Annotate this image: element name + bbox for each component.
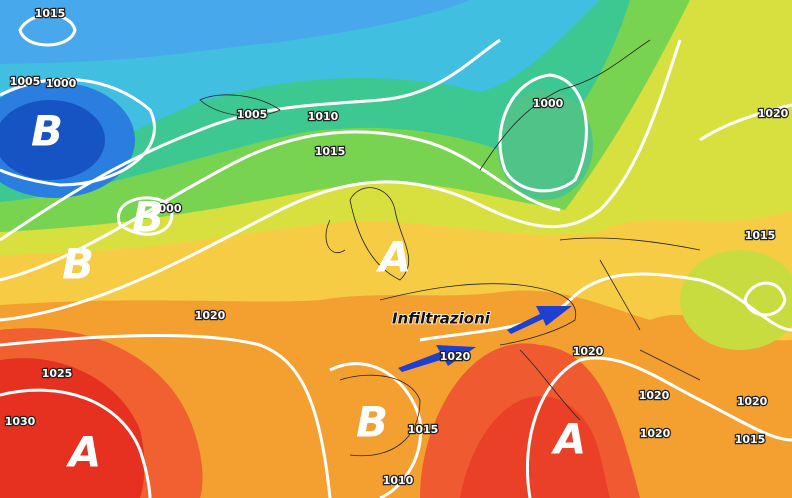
isobar-label: 1015 <box>745 229 776 242</box>
isobar-label: 1005 <box>10 75 41 88</box>
isobar-label: 1020 <box>440 350 471 363</box>
isobar-label: 1015 <box>35 7 66 20</box>
isobar-label: 1025 <box>42 367 73 380</box>
high-pressure-center: A <box>66 428 102 477</box>
low-pressure-center: B <box>132 193 164 242</box>
isobar-label: 1000 <box>46 77 77 90</box>
isobar-label: 1015 <box>315 145 346 158</box>
isobar-label: 1005 <box>237 108 268 121</box>
annotation: Infiltrazioni <box>392 310 491 328</box>
low-pressure-center: B <box>356 398 388 447</box>
isobar-label: 1030 <box>5 415 36 428</box>
isobar-label: 1015 <box>735 433 766 446</box>
low-pressure-center: B <box>31 107 63 156</box>
isobars <box>0 13 792 498</box>
isobar-label: 1010 <box>383 474 414 487</box>
isobar-label: 1020 <box>737 395 768 408</box>
isobar-label: 1020 <box>640 427 671 440</box>
flow-arrows <box>398 306 572 372</box>
country-borders <box>199 39 701 457</box>
high-pressure-center: A <box>376 233 412 282</box>
isobar-label: 1020 <box>639 389 670 402</box>
isobar-label: 1020 <box>573 345 604 358</box>
high-pressure-center: A <box>551 415 587 464</box>
isobar-labels: 1015 1005 1000 1005 1010 1015 1000 1020 … <box>3 6 789 489</box>
low-pressure-center: B <box>62 240 94 289</box>
isobar-label: 1015 <box>408 423 439 436</box>
isobar-label: 1020 <box>758 107 789 120</box>
isobar-label: 1000 <box>533 97 564 110</box>
isobar-label: 1020 <box>195 309 226 322</box>
isobar-label: 000 <box>159 202 182 215</box>
isobar-label: 1010 <box>308 110 339 123</box>
pressure-centers: B B B A B A A <box>31 107 586 477</box>
